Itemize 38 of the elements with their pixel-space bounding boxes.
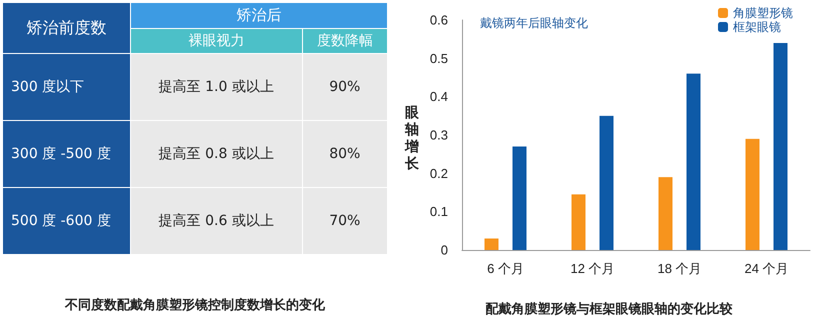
x-tick-label: 12 个月 [570,261,615,276]
bar [484,238,498,250]
y-axis-title: 眼轴增长 [405,105,420,173]
bar [512,146,526,250]
y-tick-label: 0.2 [430,166,448,181]
text: 裸眼视力 [131,28,302,53]
bar [686,74,700,250]
y-tick-label: 0.4 [430,89,448,104]
text: 500 度 -600 度 [3,188,130,254]
y-tick-label: 0.6 [430,12,448,28]
text: 矫治前度数 [3,3,130,53]
y-tick-label: 0 [440,242,448,258]
text: 提高至 0.6 或以上 [131,188,302,254]
text: 80% [302,121,387,187]
bar [658,177,672,250]
text: 不同度数配戴角膜塑形镜控制度数增长的变化 [64,296,326,314]
text: 90% [302,54,387,120]
x-tick-label: 24 个月 [744,261,789,276]
x-tick-label: 6 个月 [487,261,524,276]
x-tick-label: 18 个月 [657,261,702,276]
bar [572,194,586,250]
bar [746,138,760,250]
legend-label: 角膜塑形镜 [733,6,793,20]
chart-title: 戴镜两年后眼轴变化 [480,16,588,30]
bar [600,116,614,250]
bar [774,43,788,250]
text: 度数降幅 [302,28,387,53]
y-tick-label: 0.1 [430,204,448,220]
text: 矫治后 [131,3,387,28]
y-tick-label: 0.3 [430,128,448,142]
text: 70% [302,188,387,254]
y-tick-label: 0.5 [430,50,448,66]
text: 300 度 -500 度 [3,121,130,187]
text: 提高至 1.0 或以上 [131,54,302,120]
text: 提高至 0.8 或以上 [131,121,302,187]
legend-label: 框架眼镜 [733,20,781,34]
text: 配戴角膜塑形镜与框架眼镜眼轴的变化比较 [486,301,734,317]
text: 300 度以下 [3,54,130,120]
